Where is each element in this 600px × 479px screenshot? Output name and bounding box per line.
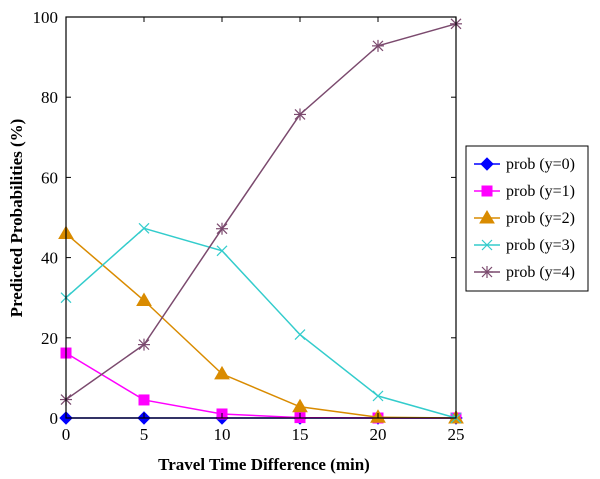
data-point-s4-4 (372, 39, 384, 52)
y-axis-title: Predicted Probabilities (%) (7, 119, 26, 318)
data-point-s2-2 (214, 365, 230, 380)
axes-box (65, 16, 457, 419)
data-point-s4-1 (138, 338, 150, 351)
data-point-s3-1 (138, 222, 150, 234)
legend-entry-0: prob (y=0) (474, 156, 575, 173)
legend-entry-1: prob (y=1) (474, 183, 575, 200)
y-tick-label: 100 (33, 8, 59, 27)
series-4 (60, 17, 462, 406)
series-1 (60, 347, 462, 424)
legend-marker-2 (479, 210, 495, 224)
legend-marker-1 (481, 185, 493, 197)
data-point-s3-4 (372, 390, 384, 402)
data-point-s2-1 (136, 292, 152, 307)
legend-entry-3: prob (y=3) (474, 237, 575, 254)
x-tick-label: 15 (292, 425, 309, 444)
series-3 (60, 222, 462, 424)
legend: prob (y=0) prob (y=1) prob (y=2) prob (y=3)… (465, 145, 589, 292)
data-point-s3-3 (294, 329, 306, 341)
series-line-4 (65, 23, 457, 401)
y-tick-label: 40 (41, 249, 58, 268)
legend-label-1: prob (y=1) (506, 183, 575, 200)
x-tick-label: 0 (62, 425, 71, 444)
x-tick-label: 20 (370, 425, 387, 444)
legend-entry-4: prob (y=4) (474, 264, 575, 281)
data-point-s4-3 (294, 108, 306, 121)
series-line-1 (65, 352, 456, 419)
y-tick-label: 0 (50, 409, 59, 428)
legend-marker-4 (481, 266, 493, 278)
legend-marker-0 (480, 157, 494, 171)
x-axis-title: Travel Time Difference (min) (158, 455, 370, 474)
series-line-3 (65, 227, 457, 419)
legend-marker-3 (481, 239, 493, 251)
axes: 0 5 10 15 20 25 0 20 40 60 80 100 (33, 8, 465, 444)
legend-label-3: prob (y=3) (506, 237, 575, 254)
legend-label-4: prob (y=4) (506, 264, 575, 281)
y-tick-label: 60 (41, 168, 58, 187)
data-point-s4-2 (216, 222, 228, 235)
series-line-2 (65, 232, 457, 419)
data-point-s1-1 (138, 394, 150, 406)
data-point-s3-2 (216, 245, 228, 257)
x-tick-label: 10 (214, 425, 231, 444)
legend-entry-2: prob (y=2) (474, 210, 575, 227)
legend-label-0: prob (y=0) (506, 156, 575, 173)
x-tick-label: 5 (140, 425, 149, 444)
y-tick-label: 80 (41, 88, 58, 107)
series-2 (58, 225, 464, 424)
data-point-s2-3 (292, 398, 308, 413)
plot-area (58, 17, 464, 425)
y-tick-label: 20 (41, 329, 58, 348)
x-tick-label: 25 (448, 425, 465, 444)
legend-label-2: prob (y=2) (506, 210, 575, 227)
